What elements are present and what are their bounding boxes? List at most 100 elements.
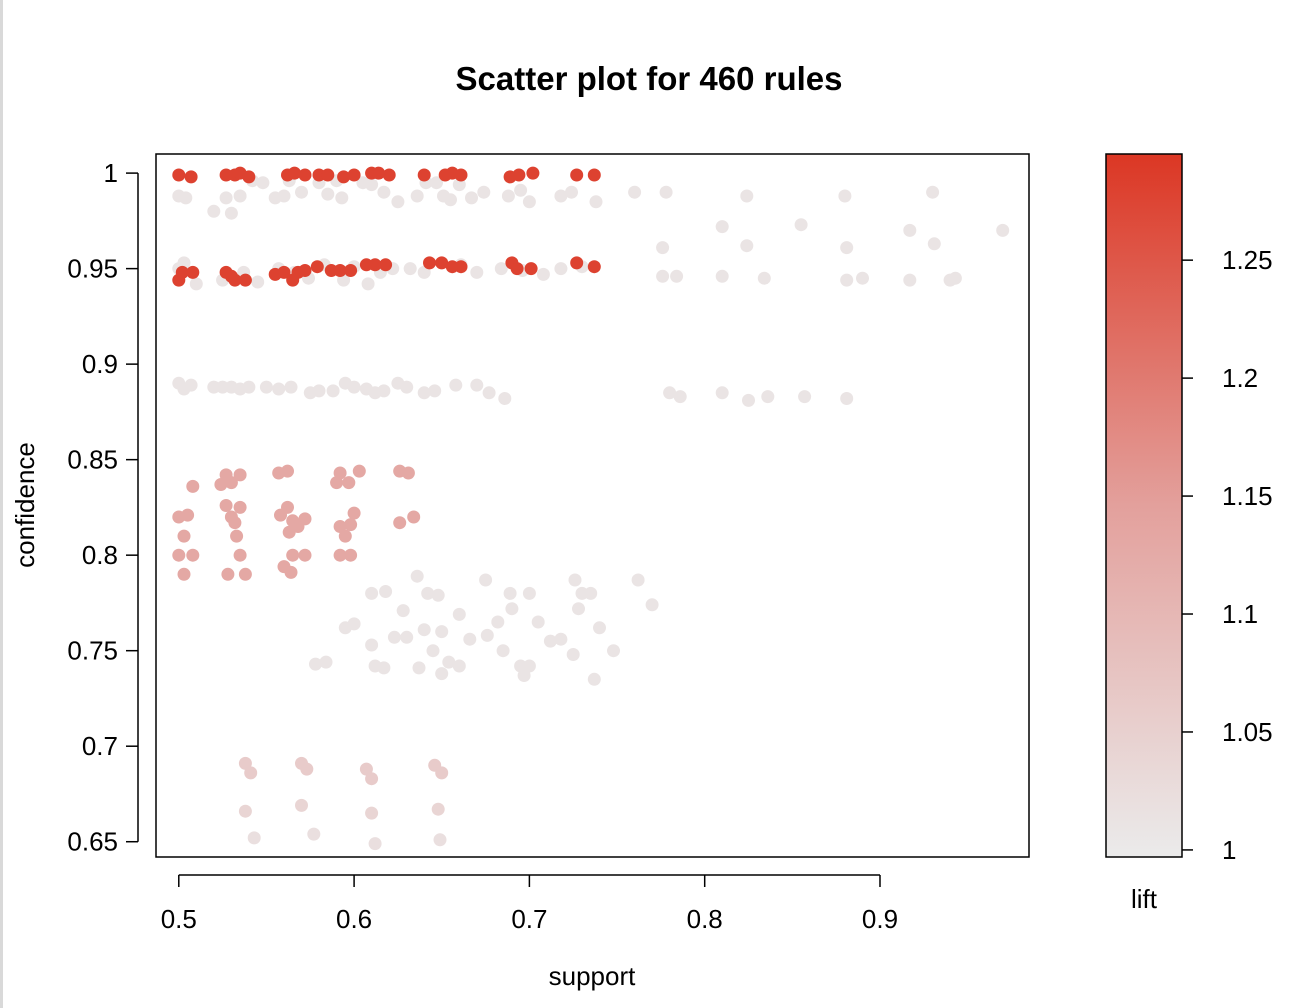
data-point (628, 185, 642, 199)
data-point (365, 178, 379, 192)
data-point (838, 189, 852, 203)
data-point (368, 837, 382, 851)
data-point (503, 586, 517, 600)
data-point (477, 185, 491, 199)
data-point (840, 392, 854, 405)
data-point (996, 223, 1010, 237)
data-point (189, 277, 203, 291)
data-point (307, 827, 321, 841)
data-point (554, 189, 568, 203)
legend-tick-label: 1.1 (1222, 599, 1258, 629)
data-point (228, 273, 242, 287)
data-point (926, 185, 940, 199)
data-point (344, 548, 358, 562)
data-point (430, 176, 443, 190)
data-point (233, 548, 247, 562)
data-point (522, 195, 536, 209)
data-point (454, 260, 468, 274)
data-point (186, 548, 200, 562)
data-point (482, 386, 496, 400)
data-point (903, 273, 917, 287)
data-point (740, 239, 754, 253)
data-point (435, 667, 449, 681)
data-point (524, 262, 538, 276)
data-point (715, 220, 729, 234)
data-point (631, 573, 645, 587)
data-point (277, 265, 291, 279)
data-point (338, 529, 352, 543)
data-point (281, 500, 294, 514)
data-point (435, 766, 449, 780)
data-point (659, 185, 673, 199)
y-tick-label: 0.65 (67, 827, 118, 857)
data-point (417, 623, 431, 637)
data-point (673, 390, 687, 404)
data-point (347, 380, 361, 394)
data-point (177, 529, 191, 543)
data-point (207, 204, 221, 218)
data-point (587, 672, 601, 686)
legend-tick-label: 1.2 (1222, 363, 1258, 393)
data-point (288, 166, 301, 180)
data-point (505, 602, 519, 616)
data-point (410, 569, 424, 583)
data-point (284, 380, 298, 394)
x-tick-label: 0.8 (687, 904, 723, 934)
data-point (452, 607, 466, 621)
data-point (230, 529, 244, 543)
data-point (333, 466, 347, 480)
data-point (242, 170, 256, 184)
data-point (238, 567, 252, 581)
data-point (423, 256, 436, 270)
data-point (452, 659, 466, 673)
data-point (417, 386, 431, 400)
data-point (426, 644, 440, 658)
data-point (214, 478, 228, 491)
data-point (479, 573, 493, 587)
y-tick-label: 0.75 (67, 636, 118, 666)
x-tick-label: 0.7 (511, 904, 547, 934)
data-point (554, 632, 568, 646)
data-point (587, 260, 601, 274)
data-point (656, 269, 670, 283)
data-point (359, 762, 373, 776)
data-point (522, 586, 536, 600)
data-point (242, 380, 256, 394)
data-point (449, 378, 463, 392)
data-point (352, 464, 366, 478)
data-point (238, 804, 252, 818)
data-point (219, 499, 233, 512)
data-point (281, 464, 294, 478)
data-point (798, 390, 812, 404)
legend-tick-label: 1.05 (1222, 717, 1273, 747)
color-legend-axis: 1 1.05 1.1 1.15 1.2 1.25 (1182, 245, 1273, 865)
data-point (365, 772, 379, 786)
data-point (259, 380, 273, 394)
data-point (510, 262, 524, 276)
data-point (179, 191, 193, 205)
data-point (347, 168, 361, 182)
data-point (233, 500, 247, 514)
data-point (496, 644, 510, 658)
data-point (319, 655, 333, 669)
data-point (295, 185, 308, 199)
data-point (433, 833, 447, 847)
y-tick-label: 0.85 (67, 445, 118, 475)
y-tick-label: 0.95 (67, 254, 118, 284)
data-point (428, 384, 442, 398)
data-point (333, 264, 347, 277)
y-tick-label: 0.7 (82, 731, 118, 761)
y-axis-label: confidence (10, 442, 40, 568)
data-point (589, 195, 603, 209)
data-point (403, 262, 417, 276)
data-point (377, 185, 391, 199)
data-point (333, 520, 347, 533)
chart-title: Scatter plot for 460 rules (456, 60, 843, 97)
data-point (221, 567, 235, 581)
data-point (247, 831, 261, 845)
data-point (277, 189, 291, 203)
data-point (379, 258, 393, 272)
data-point (321, 187, 335, 201)
data-point (670, 269, 684, 283)
